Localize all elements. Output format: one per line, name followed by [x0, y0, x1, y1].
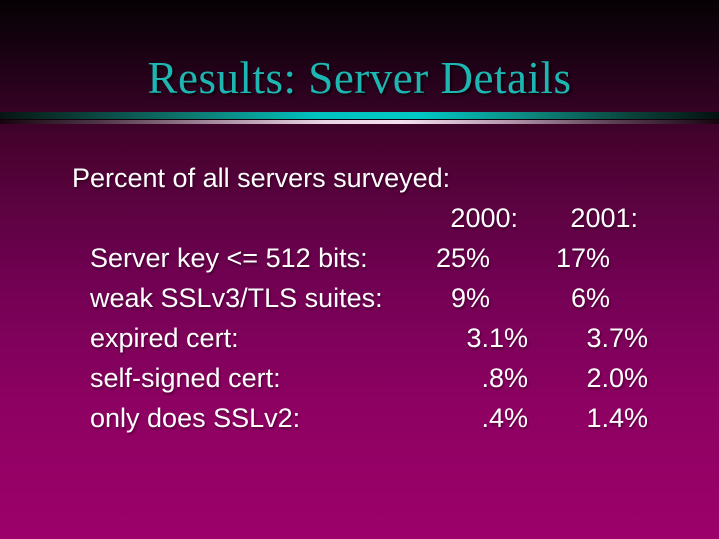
value-2000: .4% [481, 403, 528, 433]
table-header-row: 2000: 2001: [0, 198, 719, 238]
slide-title: Results: Server Details [147, 53, 572, 103]
table-row: Server key <= 512 bits: 25% 17% [0, 238, 719, 278]
divider-pink-line [0, 120, 719, 124]
row-label: weak SSLv3/TLS suites: [90, 283, 383, 313]
slide-body: Percent of all servers surveyed: 2000: 2… [0, 158, 719, 438]
table-row: self-signed cert: .8% 2.0% [0, 358, 719, 398]
row-label: only does SSLv2: [90, 403, 301, 433]
value-2001: 3.7% [586, 323, 648, 353]
value-2001: 1.4% [586, 403, 648, 433]
title-divider [0, 112, 719, 124]
row-label: self-signed cert: [90, 363, 281, 393]
divider-cyan-line [0, 112, 719, 119]
value-2000: 3.1% [466, 323, 528, 353]
table-row: expired cert: 3.1% 3.7% [0, 318, 719, 358]
value-2001: 6% [570, 283, 610, 313]
value-2001: 17% [555, 243, 610, 273]
value-2000: .8% [481, 363, 528, 393]
row-label: expired cert: [90, 323, 239, 353]
value-2001: 2.0% [586, 363, 648, 393]
divider-gap [0, 119, 719, 120]
table-row: weak SSLv3/TLS suites: 9% 6% [0, 278, 719, 318]
table-row: only does SSLv2: .4% 1.4% [0, 398, 719, 438]
column-header-2001: 2001: [570, 203, 638, 233]
column-header-2000: 2000: [450, 203, 518, 233]
row-label: Server key <= 512 bits: [90, 243, 368, 273]
value-2000: 25% [435, 243, 490, 273]
header-spacer [0, 198, 408, 238]
value-2000: 9% [450, 283, 490, 313]
intro-text: Percent of all servers surveyed: [72, 163, 451, 193]
